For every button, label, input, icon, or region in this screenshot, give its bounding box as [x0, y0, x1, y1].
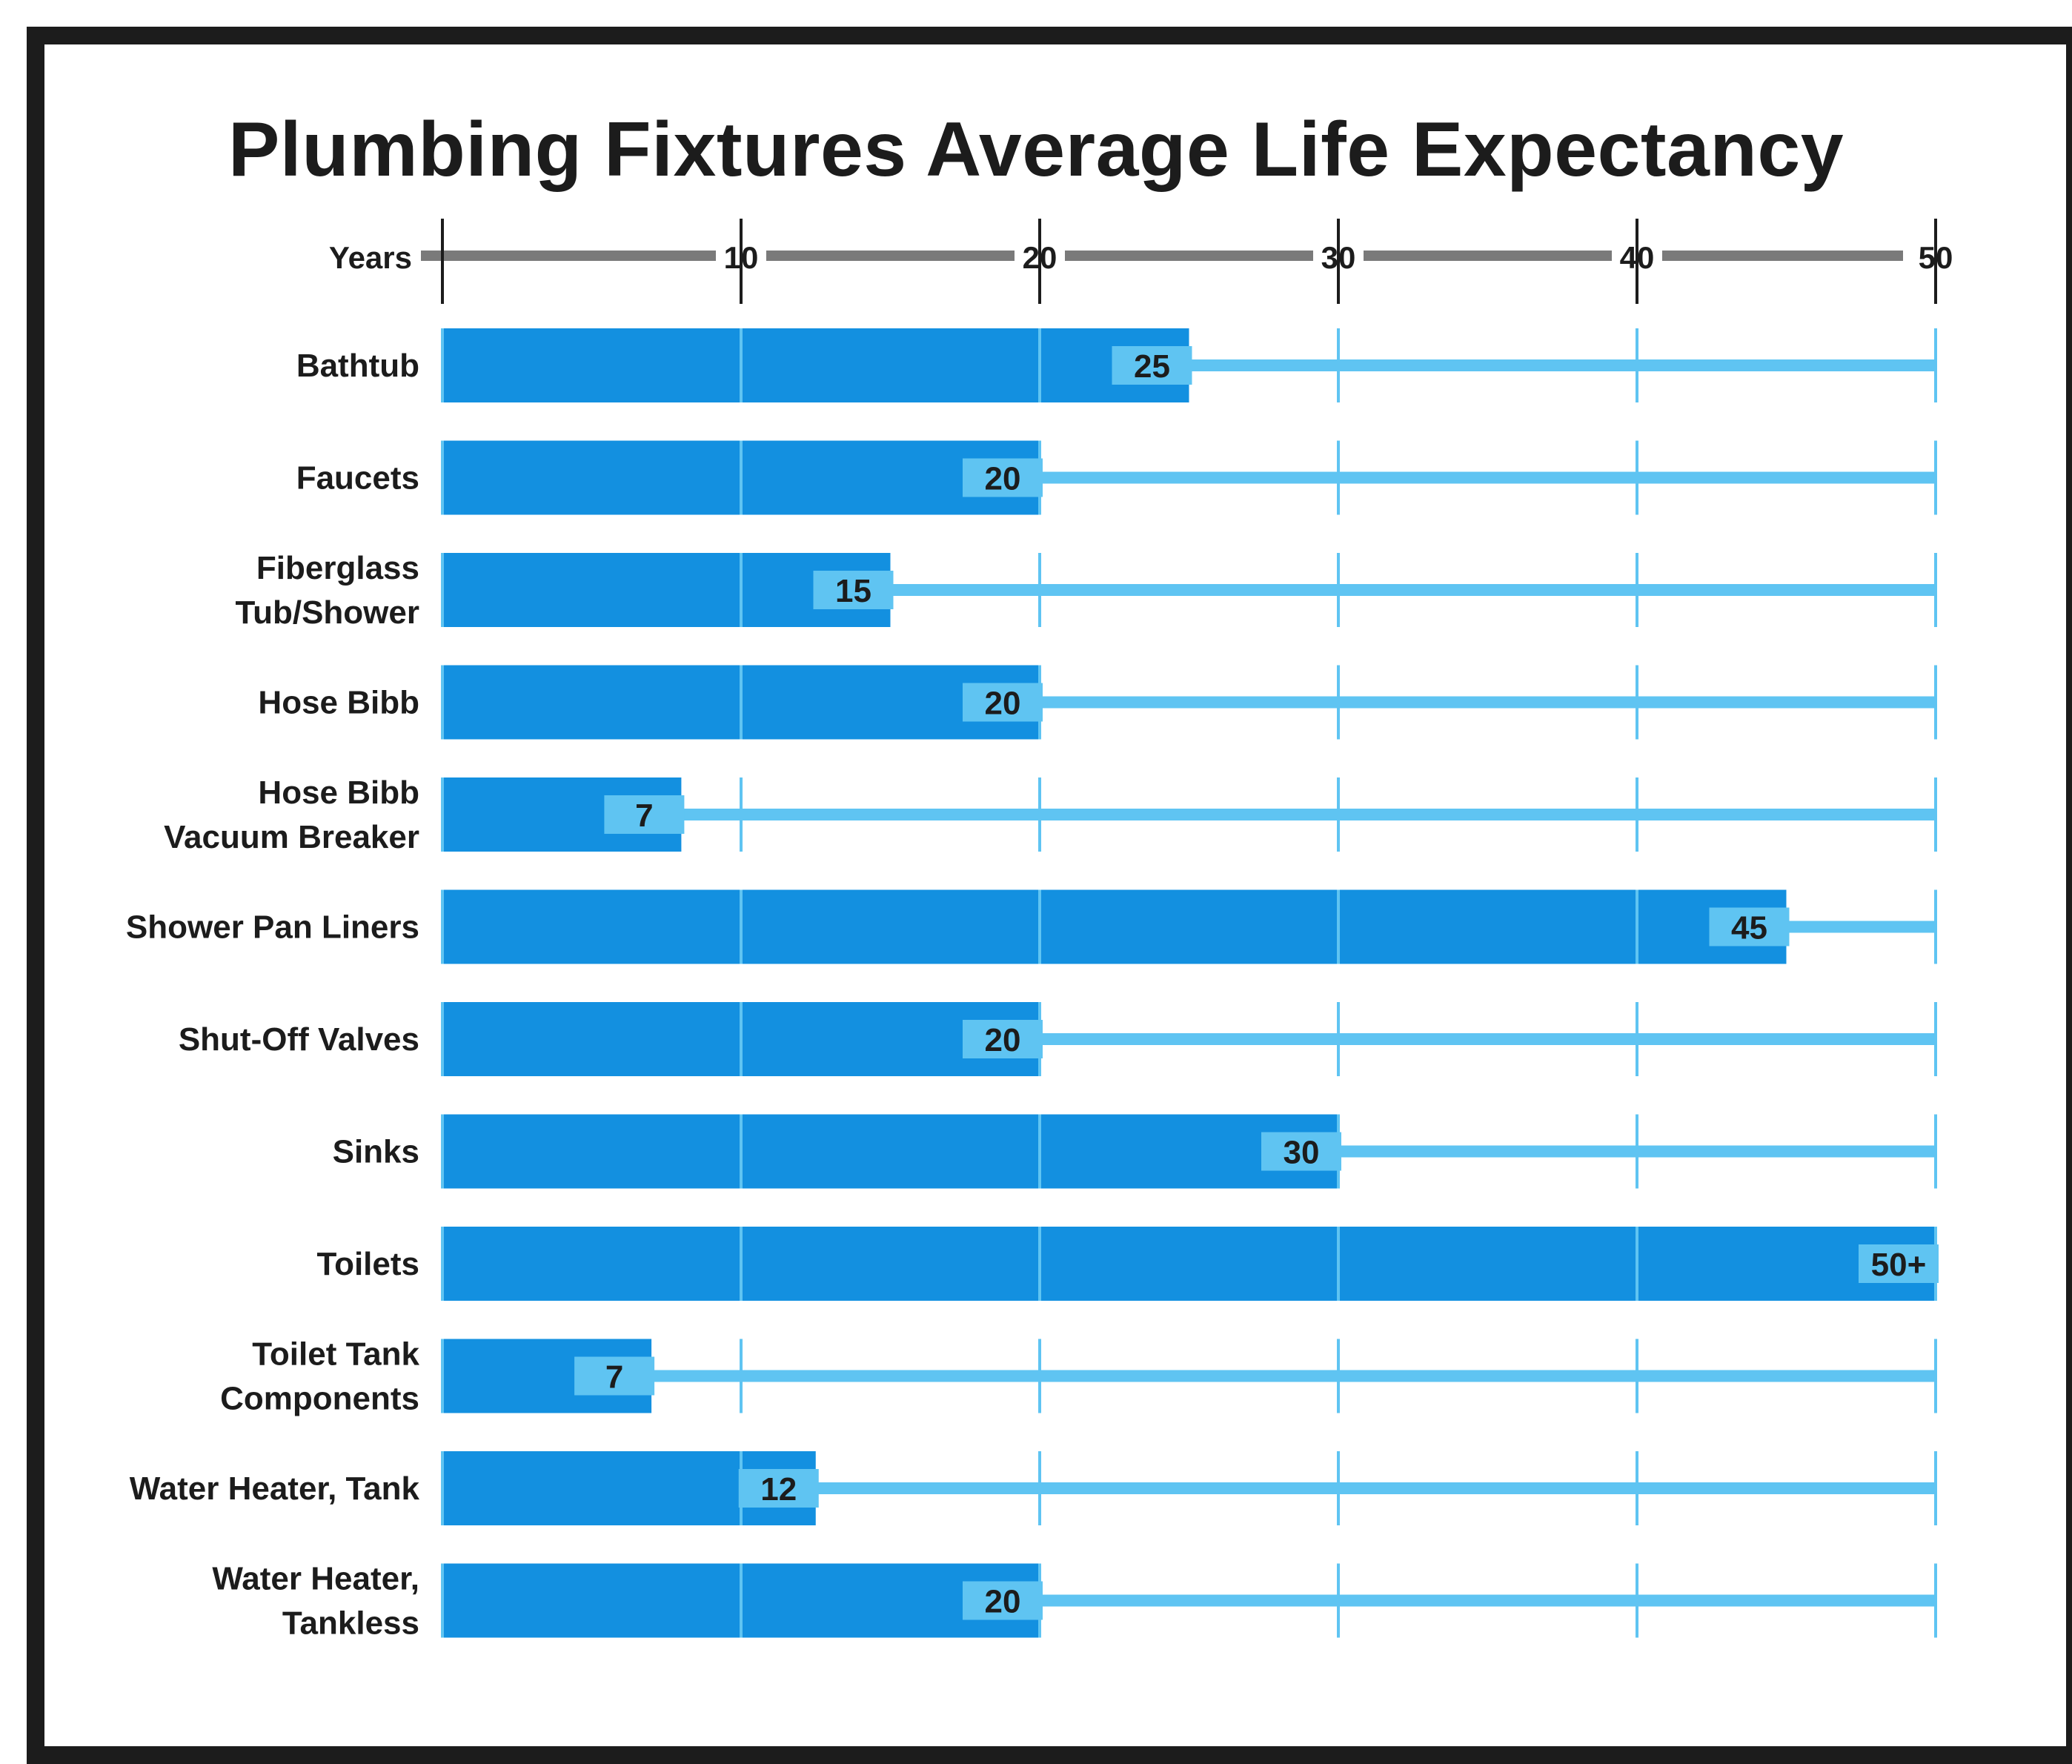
value-label-box — [963, 1020, 1043, 1058]
track-line — [681, 809, 1936, 820]
value-label: 7 — [605, 1359, 623, 1396]
value-label-box — [1112, 346, 1192, 385]
category-label-line: Water Heater, — [212, 1561, 419, 1597]
value-label: 20 — [985, 1022, 1021, 1058]
bar — [442, 1114, 1338, 1189]
value-label: 20 — [985, 461, 1021, 497]
axis-tick-label: 30 — [1321, 240, 1356, 275]
axis-bar — [421, 251, 1903, 261]
axis-title: Years — [329, 240, 412, 275]
value-label-box — [963, 683, 1043, 722]
category-label-line: Hose Bibb — [258, 775, 419, 811]
value-label: 12 — [760, 1471, 797, 1508]
value-label-box — [963, 1581, 1043, 1620]
value-label-box — [1261, 1132, 1341, 1171]
track-line — [1786, 921, 1936, 933]
category-label: Shut-Off Valves — [179, 1021, 419, 1058]
category-label: Toilets — [316, 1246, 419, 1282]
bars — [442, 328, 1936, 1638]
category-label-line: Tub/Shower — [235, 594, 419, 631]
value-label: 15 — [835, 573, 871, 609]
value-label: 20 — [985, 1584, 1021, 1620]
value-label-box — [604, 795, 685, 834]
grid-lines — [441, 328, 1937, 1638]
category-label-line: Tankless — [282, 1605, 419, 1642]
value-label: 25 — [1134, 348, 1170, 385]
track-line — [651, 1370, 1936, 1382]
category-labels: Bathtub Faucets Fiberglass Tub/Shower Hose B… — [126, 348, 420, 1642]
value-label-box — [574, 1356, 655, 1396]
category-label-line: Components — [220, 1381, 419, 1417]
track-line — [1040, 696, 1936, 709]
value-label: 20 — [985, 686, 1021, 722]
category-label: Bathtub — [296, 348, 419, 384]
bar — [442, 328, 1189, 402]
category-label: Faucets — [296, 460, 419, 497]
axis-ticks: 10 20 30 40 50 — [441, 219, 1961, 304]
value-label: 7 — [635, 798, 653, 834]
value-label: 50+ — [1871, 1247, 1927, 1283]
axis-group: Years 10 20 30 40 50 — [329, 219, 1961, 304]
category-label: Hose Bibb — [258, 685, 419, 721]
axis-tick-label: 20 — [1023, 240, 1057, 275]
category-label: Shower Pan Liners — [126, 909, 419, 946]
track-line — [815, 1482, 1936, 1494]
category-label: Water Heater, Tank — [130, 1470, 420, 1507]
category-label: Toilet Tank Components — [220, 1336, 419, 1417]
value-label-box — [738, 1469, 819, 1508]
category-label: Hose Bibb Vacuum Breaker — [164, 775, 419, 855]
track-line — [890, 584, 1936, 596]
track-line — [1040, 471, 1936, 484]
track-line — [1040, 1033, 1936, 1045]
category-label: Sinks — [333, 1134, 419, 1170]
bar — [442, 889, 1787, 964]
value-label-box — [813, 571, 894, 609]
value-label: 45 — [1731, 910, 1767, 946]
track-line — [1189, 359, 1936, 371]
axis-tick-label: 50 — [1919, 240, 1953, 275]
category-label: Fiberglass Tub/Shower — [235, 550, 419, 631]
value-label-box — [1709, 907, 1790, 946]
axis-tick-label: 10 — [724, 240, 759, 275]
value-label-box — [1859, 1244, 1939, 1283]
value-label-box — [963, 458, 1043, 497]
bar — [442, 1227, 1936, 1301]
category-label: Water Heater, Tankless — [212, 1561, 419, 1642]
chart-title: Plumbing Fixtures Average Life Expectanc… — [228, 107, 1844, 193]
category-label-line: Toilet Tank — [252, 1336, 419, 1373]
value-label: 30 — [1284, 1135, 1320, 1171]
category-label-line: Vacuum Breaker — [164, 819, 419, 855]
axis-tick-label: 40 — [1620, 240, 1655, 275]
track-line — [1040, 1594, 1936, 1607]
category-label-line: Fiberglass — [256, 550, 419, 586]
value-labels: 25 20 15 20 7 45 20 30 50+ 7 12 20 — [574, 346, 1939, 1620]
